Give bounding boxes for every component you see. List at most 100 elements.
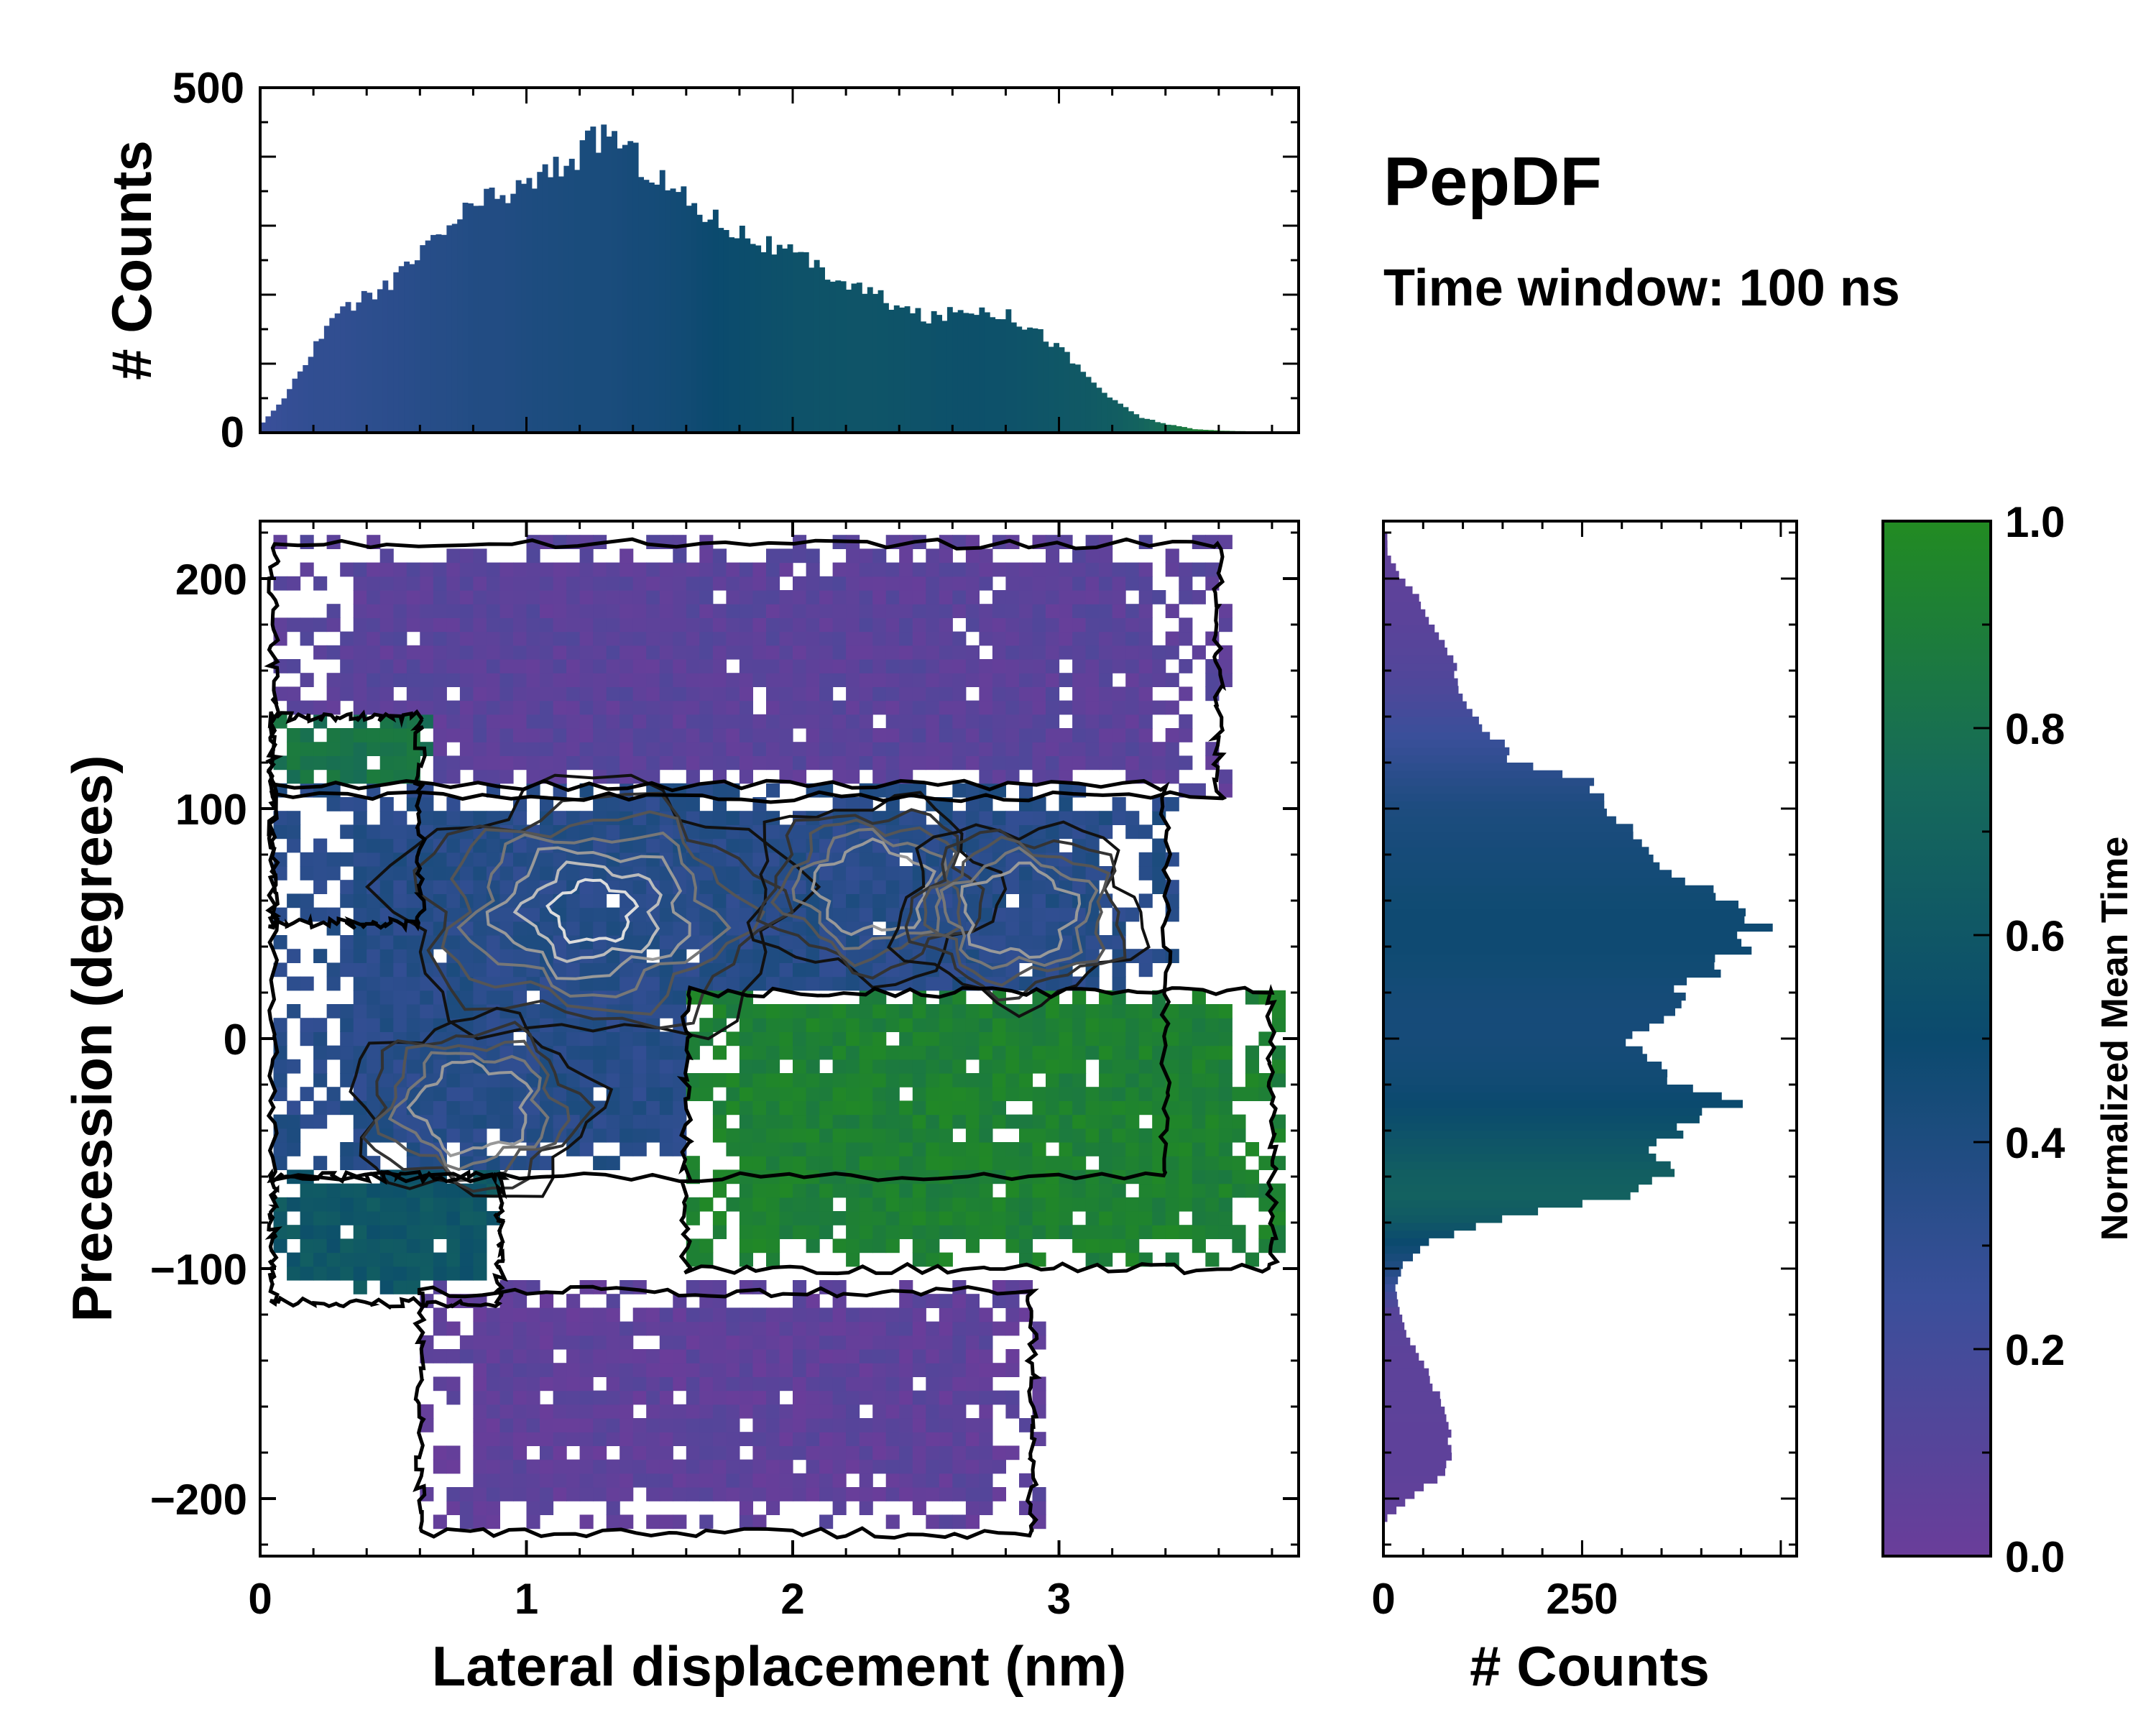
heatmap-cell <box>646 659 660 673</box>
heatmap-cell <box>593 755 607 770</box>
heatmap-cell <box>846 714 860 729</box>
colorbar-tick-label: 0.4 <box>2005 1119 2065 1167</box>
heatmap-cell <box>926 1142 939 1156</box>
heatmap-cell <box>752 1059 766 1074</box>
heatmap-cell <box>580 1322 594 1336</box>
heatmap-cell <box>899 1432 913 1446</box>
heatmap-cell <box>1166 673 1179 687</box>
heatmap-cell <box>780 1322 793 1336</box>
heatmap-cell <box>1166 797 1179 811</box>
top-histogram-bar <box>819 267 825 433</box>
heatmap-cell <box>1005 701 1019 715</box>
heatmap-cell <box>1192 1211 1206 1225</box>
heatmap-cell <box>740 742 753 756</box>
right-histogram-bar <box>1383 985 1674 993</box>
heatmap-cell <box>380 770 394 784</box>
heatmap-cell <box>872 701 886 715</box>
heatmap-cell <box>1125 1059 1139 1074</box>
heatmap-cell <box>1019 1018 1033 1032</box>
heatmap-cell <box>354 604 367 618</box>
heatmap-cell <box>886 714 900 729</box>
heatmap-cell <box>899 1004 913 1018</box>
heatmap-cell <box>433 866 447 880</box>
heatmap-cell <box>580 1514 594 1529</box>
heatmap-cell <box>500 1128 514 1143</box>
heatmap-cell <box>433 880 447 894</box>
heatmap-cell <box>1232 1184 1245 1198</box>
heatmap-cell <box>766 755 780 770</box>
top-histogram-bar <box>617 149 623 433</box>
heatmap-cell <box>726 1418 740 1432</box>
heatmap-cell <box>766 701 780 715</box>
heatmap-cell <box>380 880 394 894</box>
heatmap-cell <box>926 949 939 963</box>
heatmap-cell <box>540 1487 553 1501</box>
heatmap-cell <box>806 755 820 770</box>
heatmap-cell <box>500 632 514 646</box>
heatmap-cell <box>660 1004 673 1018</box>
heatmap-cell <box>473 1322 487 1336</box>
heatmap-cell <box>872 1128 886 1143</box>
heatmap-cell <box>1046 1100 1059 1115</box>
heatmap-cell <box>540 576 553 591</box>
heatmap-cell <box>1219 604 1233 618</box>
heatmap-cell <box>752 1307 766 1322</box>
heatmap-cell <box>327 797 341 811</box>
heatmap-cell <box>899 1018 913 1032</box>
heatmap-cell <box>660 1046 673 1060</box>
heatmap-cell <box>979 1073 992 1087</box>
heatmap-cell <box>1005 908 1019 922</box>
heatmap-cell <box>1019 742 1033 756</box>
heatmap-cell <box>860 1460 873 1474</box>
heatmap-cell <box>433 617 447 632</box>
heatmap-cell <box>340 742 354 756</box>
heatmap-cell <box>939 1514 953 1529</box>
heatmap-cell <box>1046 1073 1059 1087</box>
colorbar-tick-label: 0.6 <box>2005 912 2065 960</box>
heatmap-cell <box>833 1211 847 1225</box>
heatmap-cell <box>380 728 394 742</box>
heatmap-cell <box>593 1059 607 1074</box>
heatmap-cell <box>780 686 793 701</box>
top-histogram-bar <box>665 190 671 433</box>
heatmap-cell <box>1245 1253 1259 1267</box>
heatmap-cell <box>872 908 886 922</box>
heatmap-cell <box>952 1142 966 1156</box>
heatmap-cell <box>899 1473 913 1488</box>
heatmap-cell <box>580 645 594 660</box>
heatmap-cell <box>833 1031 847 1046</box>
heatmap-cell <box>1005 1322 1019 1336</box>
heatmap-cell <box>833 576 847 591</box>
heatmap-cell <box>1086 1225 1100 1239</box>
heatmap-cell <box>952 1514 966 1529</box>
heatmap-cell <box>1033 1100 1046 1115</box>
heatmap-cell <box>833 617 847 632</box>
heatmap-cell <box>367 604 380 618</box>
heatmap-cell <box>793 1142 806 1156</box>
heatmap-cell <box>433 1197 447 1212</box>
heatmap-cell <box>1005 1197 1019 1212</box>
heatmap-cell <box>1205 1142 1219 1156</box>
heatmap-cell <box>619 1087 633 1101</box>
heatmap-cell <box>673 742 686 756</box>
heatmap-cell <box>899 645 913 660</box>
heatmap-cell <box>926 1238 939 1253</box>
heatmap-cell <box>806 1473 820 1488</box>
heatmap-cell <box>1192 1238 1206 1253</box>
heatmap-cell <box>793 1100 806 1115</box>
heatmap-cell <box>527 632 540 646</box>
top-histogram-bar <box>548 178 553 433</box>
heatmap-cell <box>806 1432 820 1446</box>
heatmap-cell <box>860 1115 873 1129</box>
heatmap-cell <box>793 659 806 673</box>
heatmap-cell <box>660 1031 673 1046</box>
heatmap-cell <box>473 962 487 977</box>
heatmap-cell <box>646 673 660 687</box>
heatmap-cell <box>619 1128 633 1143</box>
heatmap-cell <box>500 673 514 687</box>
heatmap-cell <box>966 1184 980 1198</box>
heatmap-cell <box>913 1142 926 1156</box>
heatmap-cell <box>886 1514 900 1529</box>
heatmap-cell <box>899 1307 913 1322</box>
heatmap-cell <box>1219 1087 1233 1101</box>
